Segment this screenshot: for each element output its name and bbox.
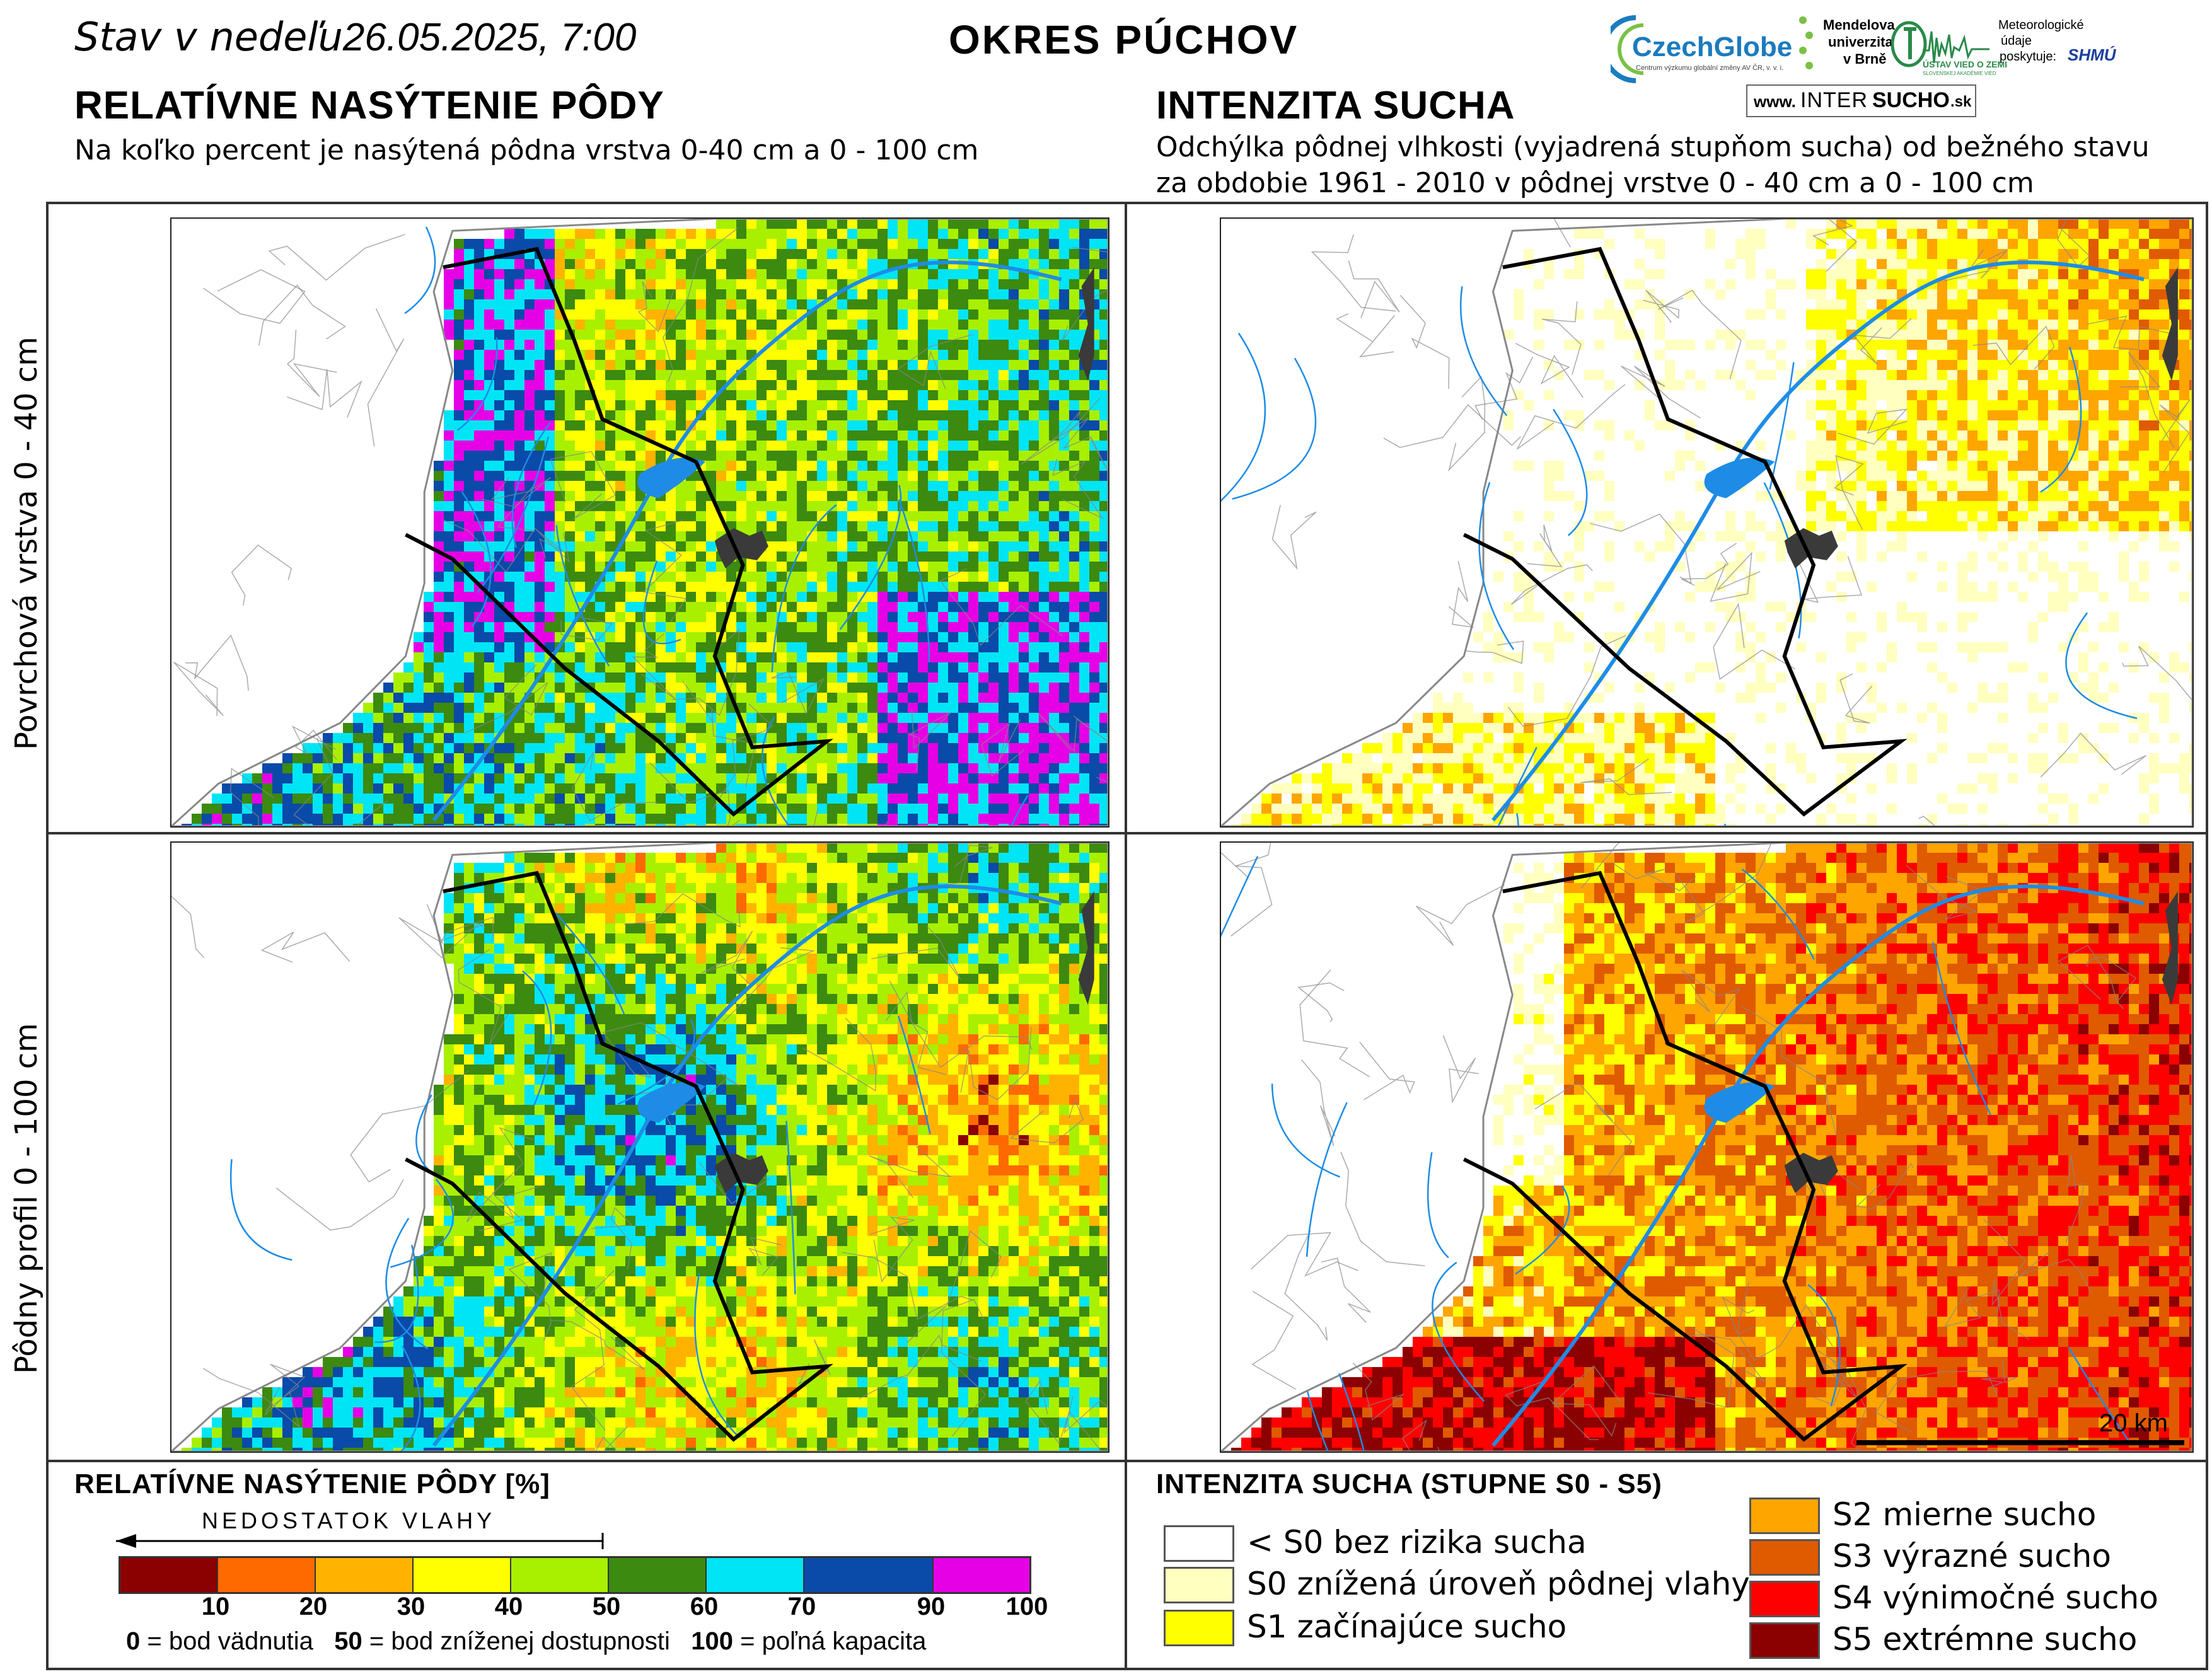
shmu-logo: Meteorologické údaje poskytuje: SHMÚ: [1998, 18, 2116, 64]
panel-frame: [46, 202, 2208, 1670]
row-label-bottom: Pôdny profil 0 - 100 cm: [9, 1023, 44, 1374]
scale-bar: [1856, 1440, 2184, 1445]
panel-divider-horizontal: [46, 832, 2208, 834]
usvz-logo: ÚSTAV VIED O ZEMI SLOVENSKEJ AKADÉMIE VI…: [1891, 19, 2007, 82]
czechglobe-logo: CzechGlobe Centrum výzkumu globální změn…: [1602, 11, 1800, 87]
tick-label-10: 10: [201, 1593, 230, 1620]
left-panel-title: RELATÍVNE NASÝTENIE PÔDY: [74, 84, 664, 127]
tick-label-100: 100: [1005, 1593, 1048, 1620]
tick-label-60: 60: [690, 1593, 719, 1620]
date-value: 26.05.2025, 7:00: [342, 16, 637, 59]
drought-swatch-2: [1164, 1610, 1234, 1646]
drought-swatch-4: [1749, 1539, 1820, 1576]
tick-label-30: 30: [397, 1593, 426, 1620]
saturation-color-bar: [119, 1556, 1031, 1594]
drought-label-6: S5 extrémne sucho: [1833, 1621, 2138, 1658]
map-saturation-topsoil[interactable]: [170, 217, 1109, 828]
row-label-top: Povrchová vrstva 0 - 40 cm: [9, 337, 44, 750]
drought-swatch-3: [1749, 1498, 1820, 1534]
mendelu-logo: Mendelova univerzita v Brně: [1797, 14, 1895, 83]
tick-label-70: 70: [787, 1593, 816, 1620]
tick-label-20: 20: [299, 1593, 328, 1620]
right-panel-title: INTENZITA SUCHA: [1156, 84, 1515, 127]
right-panel-subtitle-1: Odchýlka pôdnej vlhkosti (vyjadrená stup…: [1156, 131, 2150, 163]
arrow-label: NEDOSTATOK VLAHY: [202, 1508, 496, 1533]
drought-swatch-0: [1164, 1525, 1234, 1562]
drought-label-2: S1 začínajúce sucho: [1247, 1608, 1567, 1645]
drought-label-3: S2 mierne sucho: [1833, 1496, 2097, 1533]
drought-legend-title: INTENZITA SUCHA (STUPNE S0 - S5): [1156, 1469, 1662, 1499]
shmu-wordmark: SHMÚ: [2068, 45, 2116, 64]
color-bin-1: [218, 1558, 316, 1592]
legend-divider-horizontal: [46, 1460, 2208, 1462]
intersucho-logo[interactable]: www. INTER SUCHO .sk: [1746, 84, 1976, 117]
seismograph-icon: [1891, 21, 1989, 67]
tick-label-40: 40: [494, 1593, 523, 1620]
drought-label-0: < S0 bez rizika sucha: [1247, 1524, 1587, 1561]
saturation-legend-title: RELATÍVNE NASÝTENIE PÔDY [%]: [74, 1469, 550, 1499]
color-bin-3: [414, 1558, 511, 1592]
drought-label-1: S0 znížená úroveň pôdnej vlahy: [1247, 1566, 1750, 1602]
drought-swatch-1: [1164, 1567, 1234, 1603]
drought-label-5: S4 výnimočné sucho: [1833, 1579, 2158, 1616]
saturation-notes: 0 = bod vädnutia 50 = bod zníženej dostu…: [126, 1627, 927, 1655]
arrow-left-icon: [116, 1533, 604, 1549]
map-saturation-profile[interactable]: [170, 841, 1109, 1453]
scale-bar-label: 20 km: [2099, 1409, 2168, 1437]
color-bin-2: [316, 1558, 414, 1592]
color-bin-0: [120, 1558, 218, 1592]
color-bin-5: [609, 1558, 707, 1592]
map-drought-profile[interactable]: [1220, 841, 2194, 1453]
drought-swatch-5: [1749, 1581, 1820, 1617]
tick-label-50: 50: [592, 1593, 621, 1620]
drought-swatch-6: [1749, 1622, 1820, 1659]
tick-label-90: 90: [917, 1593, 946, 1620]
map-drought-topsoil[interactable]: [1220, 217, 2194, 828]
district-title: OKRES PÚCHOV: [949, 17, 1299, 62]
color-bin-7: [804, 1558, 934, 1592]
legend-divider-vertical: [1125, 1460, 1127, 1670]
color-bin-4: [511, 1558, 609, 1592]
date-heading: Stav v nedeľu26.05.2025, 7:00: [74, 14, 637, 60]
color-bin-6: [707, 1558, 804, 1592]
left-panel-subtitle: Na koľko percent je nasýtená pôdna vrstv…: [74, 134, 979, 166]
right-panel-subtitle-2: za obdobie 1961 - 2010 v pôdnej vrstve 0…: [1156, 167, 2034, 199]
drought-label-4: S3 výrazné sucho: [1833, 1538, 2111, 1574]
color-bin-8: [934, 1558, 1029, 1592]
mendelu-dots-icon: [1799, 16, 1813, 69]
